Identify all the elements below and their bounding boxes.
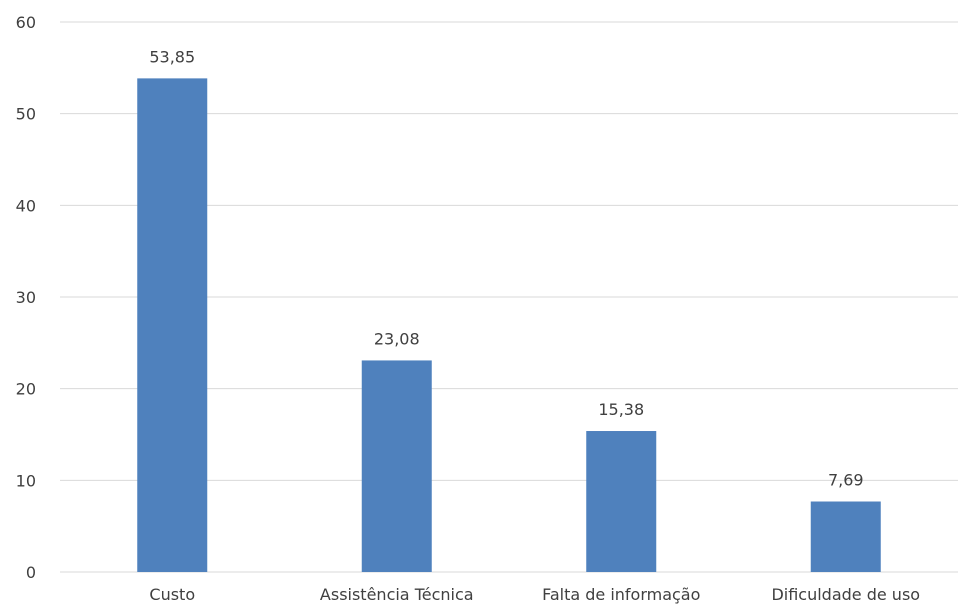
data-labels: 53,85 23,08 15,38 7,69 (149, 47, 863, 489)
bar (810, 501, 881, 572)
bar (137, 78, 208, 572)
x-tick-label: Assistência Técnica (320, 585, 474, 604)
bar (586, 431, 657, 572)
y-tick-label: 50 (16, 105, 36, 124)
bars (137, 78, 881, 572)
y-tick-label: 30 (16, 288, 36, 307)
data-label: 23,08 (374, 329, 420, 348)
data-label: 7,69 (828, 471, 864, 490)
gridlines (60, 21, 958, 573)
x-tick-label: Dificuldade de uso (771, 585, 920, 604)
y-tick-label: 20 (16, 380, 36, 399)
x-tick-label: Falta de informação (542, 585, 700, 604)
y-axis-ticks: 0 10 20 30 40 50 60 (16, 13, 36, 582)
bar (361, 360, 432, 572)
y-tick-label: 40 (16, 196, 36, 215)
y-tick-label: 0 (26, 563, 36, 582)
x-tick-label: Custo (149, 585, 195, 604)
data-label: 15,38 (598, 400, 644, 419)
y-tick-label: 60 (16, 13, 36, 32)
data-label: 53,85 (149, 47, 195, 66)
x-axis-ticks: Custo Assistência Técnica Falta de informa… (149, 585, 920, 604)
y-tick-label: 10 (16, 471, 36, 490)
